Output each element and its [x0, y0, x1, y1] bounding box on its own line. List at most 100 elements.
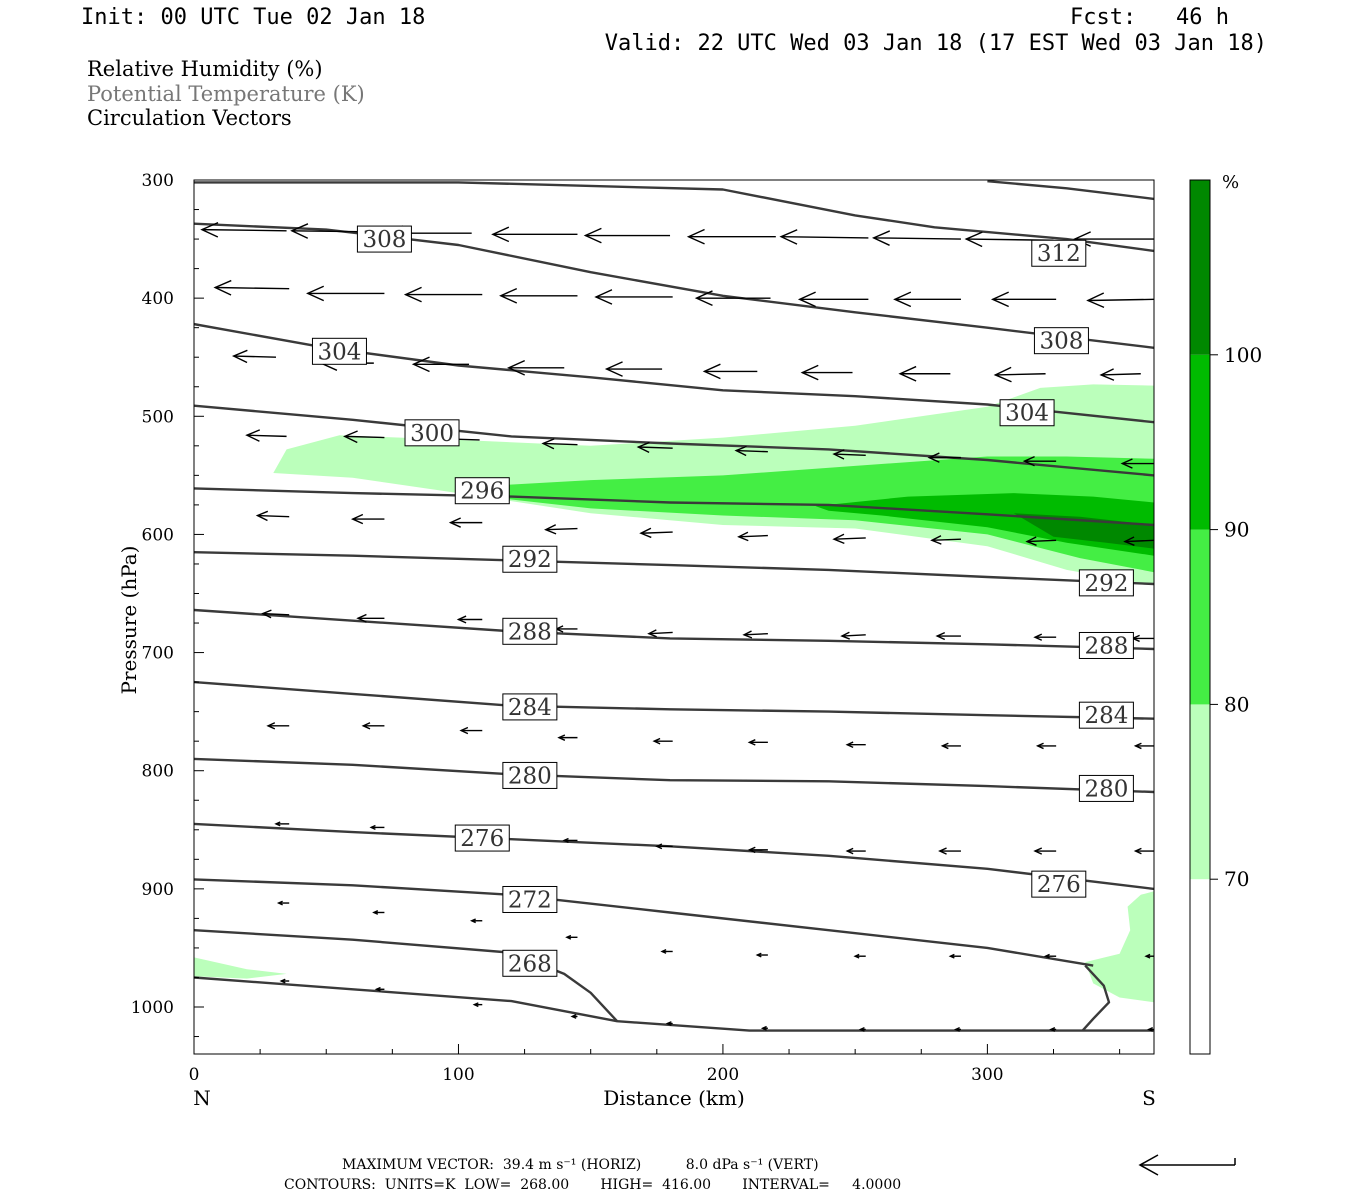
- y-tick-label: 400: [142, 289, 174, 309]
- y-tick-label: 300: [142, 171, 174, 191]
- circulation-vector: [255, 510, 290, 522]
- x-axis-title: Distance (km): [603, 1086, 745, 1110]
- svg-text:268: 268: [508, 951, 552, 977]
- circulation-vectors: [200, 222, 1154, 1032]
- colorbar-segment: [1190, 529, 1210, 705]
- contour-label: 288: [1078, 631, 1134, 659]
- circulation-vector: [948, 953, 961, 959]
- theta-contour-312: [987, 180, 1154, 201]
- circulation-vector: [858, 1027, 866, 1032]
- theta-contour-268: [1081, 964, 1111, 1032]
- circulation-vector: [832, 449, 866, 460]
- circulation-vector: [1133, 847, 1154, 855]
- theta-contour-284: [194, 680, 1154, 720]
- contour-label: 280: [1078, 774, 1134, 802]
- circulation-vector: [779, 229, 869, 245]
- circulation-vector: [200, 222, 287, 238]
- rh-region-80: [484, 456, 1154, 573]
- y-tick-label: 600: [142, 525, 174, 545]
- circulation-vector: [652, 737, 673, 745]
- init-time: Init: 00 UTC Tue 02 Jan 18: [81, 5, 426, 30]
- circulation-vector: [350, 513, 385, 525]
- circulation-vector: [469, 918, 483, 924]
- circulation-vector: [557, 734, 578, 741]
- svg-text:284: 284: [508, 695, 552, 721]
- theta-contour-300: [194, 404, 1154, 477]
- circulation-vector: [594, 289, 673, 305]
- colorbar-frame: [1189, 179, 1211, 1055]
- contour-label: 284: [1078, 701, 1134, 729]
- svg-text:308: 308: [362, 227, 406, 253]
- circulation-vector: [636, 441, 673, 453]
- contour-label: 268: [502, 949, 558, 977]
- circulation-vector: [1022, 455, 1057, 467]
- circulation-vector: [459, 726, 483, 735]
- colorbar-segment: [1190, 354, 1210, 530]
- theta-contour-272: [194, 878, 1094, 967]
- circulation-vector: [660, 949, 673, 954]
- circulation-vector: [871, 230, 961, 246]
- circulation-vector: [356, 613, 385, 623]
- y-tick-label: 900: [142, 880, 174, 900]
- contour-label: 292: [1078, 569, 1134, 597]
- svg-text:280: 280: [1084, 776, 1128, 802]
- contour-labels: 308 312 304 308 300 304 296 292 292 288 288 284 284 2…: [311, 225, 1134, 977]
- circulation-vector: [544, 524, 578, 535]
- colorbar-segment: [1190, 704, 1210, 880]
- svg-text:276: 276: [1037, 872, 1081, 898]
- circulation-vector: [374, 986, 385, 992]
- circulation-vector: [1131, 634, 1154, 643]
- contour-label: 304: [999, 399, 1055, 427]
- circulation-vector: [231, 349, 277, 364]
- contour-label: 288: [502, 617, 558, 645]
- circulation-vector: [448, 517, 483, 528]
- circulation-vector: [361, 722, 385, 730]
- svg-text:276: 276: [460, 826, 504, 852]
- circulation-vector: [898, 365, 951, 382]
- colorbar: 70 80 90 100%: [1189, 172, 1262, 1055]
- circulation-vector: [369, 824, 385, 830]
- circulation-vector: [940, 742, 961, 750]
- colorbar-segment: [1190, 180, 1210, 355]
- circulation-vector: [742, 630, 768, 639]
- circulation-vector: [1072, 231, 1154, 247]
- contour-label: 312: [1031, 239, 1087, 267]
- circulation-vector: [686, 228, 776, 245]
- x-left-label: N: [193, 1086, 211, 1110]
- circulation-vector: [755, 952, 768, 958]
- svg-text:272: 272: [508, 887, 552, 913]
- circulation-vector: [1033, 847, 1057, 855]
- svg-text:292: 292: [1084, 571, 1128, 597]
- circulation-vector: [1049, 1027, 1057, 1032]
- circulation-vector: [604, 361, 663, 377]
- colorbar-label: 70: [1224, 867, 1249, 891]
- theta-contour-292: [194, 551, 1154, 586]
- circulation-vector: [840, 631, 866, 640]
- contour-label: 276: [1031, 870, 1087, 898]
- x-right-label: S: [1142, 1086, 1156, 1110]
- rh-region-70: [1085, 891, 1154, 1003]
- circulation-vector: [306, 285, 385, 302]
- x-tick-label: 0: [189, 1065, 200, 1085]
- circulation-vector: [639, 527, 673, 539]
- circulation-vector: [938, 847, 961, 855]
- svg-text:280: 280: [508, 763, 552, 789]
- circulation-vector: [245, 429, 287, 442]
- circulation-vector: [930, 535, 961, 545]
- circulation-vector: [737, 531, 768, 542]
- y-tick-label: 1000: [131, 998, 174, 1018]
- colorbar-unit: %: [1222, 172, 1239, 193]
- max-vector-note: MAXIMUM VECTOR: 39.4 m s⁻¹ (HORIZ) 8.0 d…: [342, 1157, 819, 1173]
- circulation-vector: [1025, 536, 1057, 546]
- circulation-vector: [1033, 633, 1057, 641]
- circulation-vector: [1123, 536, 1154, 546]
- contours-note: CONTOURS: UNITS=K LOW= 268.00 HIGH= 416.…: [284, 1177, 902, 1193]
- x-tick-label: 300: [971, 1065, 1003, 1085]
- theta-contour-296: [194, 487, 1154, 527]
- circulation-vector: [1133, 742, 1154, 750]
- svg-text:308: 308: [1039, 329, 1083, 355]
- theta-contour-280: [194, 757, 1154, 794]
- circulation-vector: [845, 847, 866, 855]
- circulation-vector: [507, 360, 565, 376]
- theta-contour-312: [194, 181, 1154, 253]
